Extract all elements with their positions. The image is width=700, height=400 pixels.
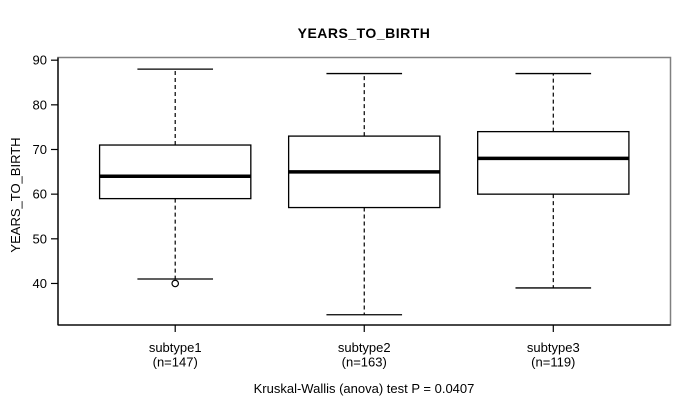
group-n-label-subtype2: (n=163) — [342, 355, 387, 370]
y-tick-label-40: 40 — [33, 276, 47, 291]
box-subtype3 — [477, 130, 630, 195]
y-tick-label-80: 80 — [33, 97, 47, 112]
plot-layer: 40 50 60 70 80 90 subtype1(n=147) subtype2(n=16… — [33, 53, 672, 370]
group-n-label-subtype1: (n=147) — [153, 355, 198, 370]
box-subtype1 — [98, 144, 252, 200]
group-label-subtype2: subtype2 — [338, 340, 391, 355]
y-tick-label-60: 60 — [33, 187, 47, 202]
y-tick-label-90: 90 — [33, 53, 47, 68]
chart-title: YEARS_TO_BIRTH — [298, 25, 431, 41]
stat-test-caption: Kruskal-Wallis (anova) test P = 0.0407 — [254, 381, 475, 396]
group-n-label-subtype3: (n=119) — [531, 355, 575, 370]
outlier-subtype1-0 — [171, 279, 180, 288]
y-tick-label-50: 50 — [33, 231, 47, 246]
y-axis-title: YEARS_TO_BIRTH — [8, 137, 23, 252]
group-label-subtype1: subtype1 — [149, 340, 202, 355]
group-label-subtype3: subtype3 — [527, 340, 580, 355]
y-tick-label-70: 70 — [33, 142, 47, 157]
